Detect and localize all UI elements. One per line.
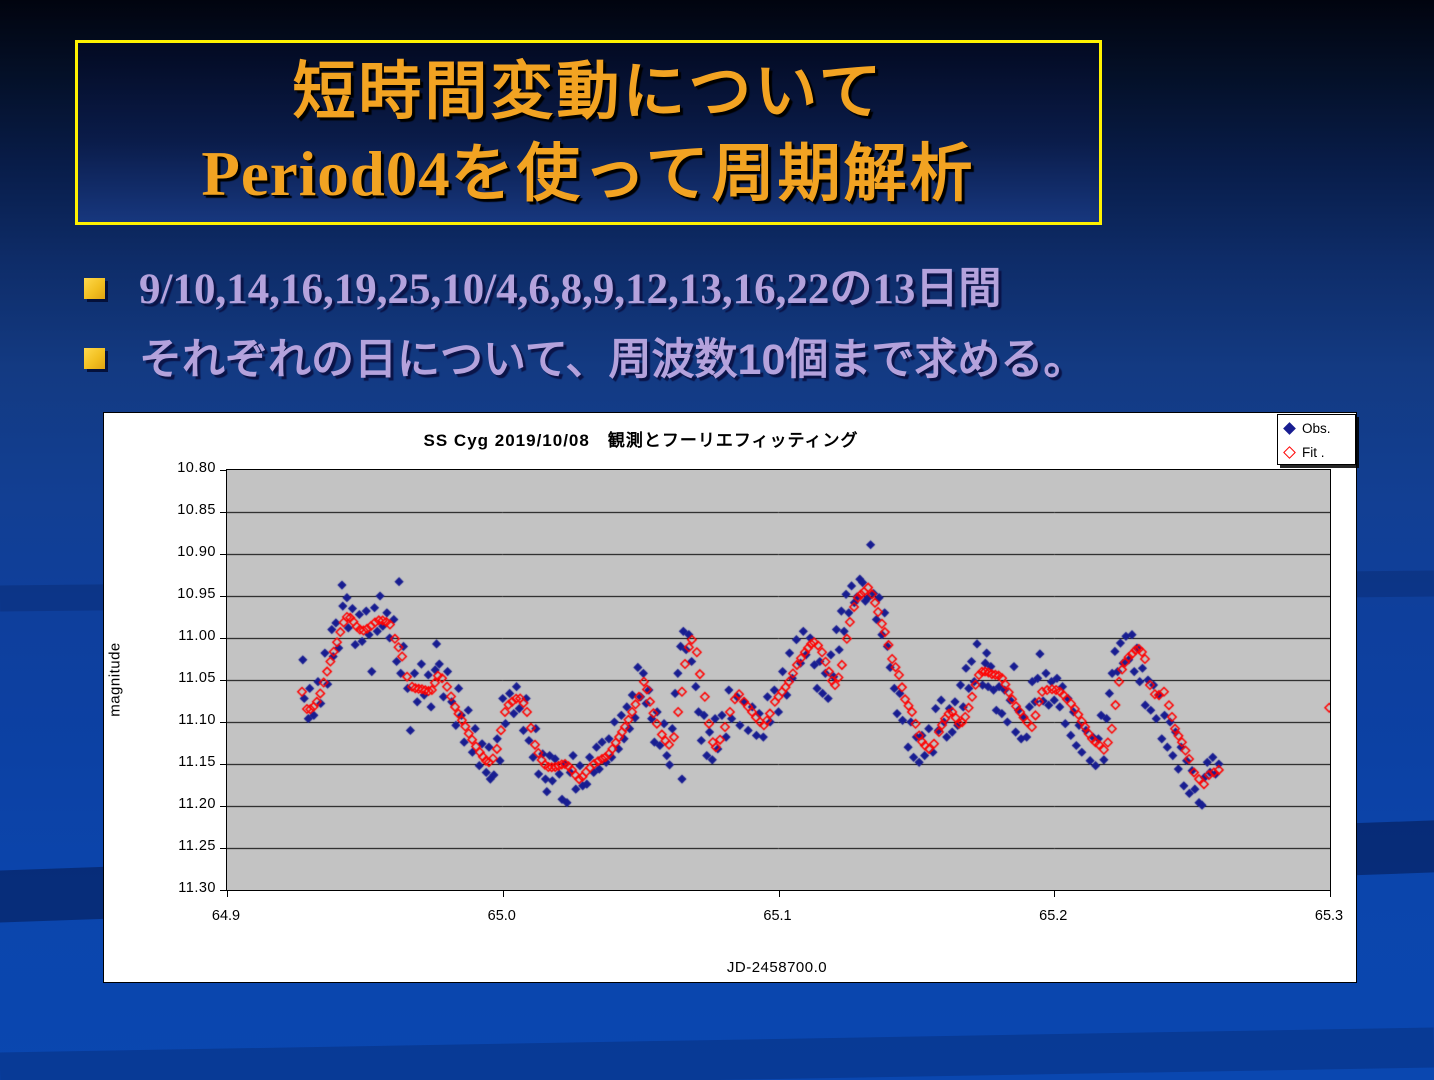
slide-title-line2: Period04を使って周期解析 <box>201 138 976 209</box>
x-tick-mark <box>1054 891 1056 897</box>
background-band <box>0 1027 1434 1080</box>
plot-area <box>220 469 1331 897</box>
x-tick-label: 65.0 <box>487 908 516 924</box>
slide-title-box: 短時間変動について Period04を使って周期解析 <box>75 40 1102 225</box>
y-tick-label: 11.10 <box>178 712 216 728</box>
y-tick-label: 11.15 <box>178 754 216 770</box>
y-tick-label: 10.90 <box>177 544 216 560</box>
y-tick-label: 11.30 <box>178 880 216 896</box>
x-tick-mark <box>502 891 504 897</box>
legend: Obs. Fit . <box>1277 414 1356 465</box>
filled-diamond-icon <box>1283 421 1296 435</box>
y-tick-label: 11.05 <box>178 670 216 686</box>
x-tick-label: 65.3 <box>1314 908 1344 924</box>
y-tick-mark <box>220 680 226 681</box>
light-curve-chart: SS Cyg 2019/10/08 観測とフーリエフィッティング magnitu… <box>103 412 1357 983</box>
bullet-text: それぞれの日について、周波数10個まで求める。 <box>139 336 1087 384</box>
y-tick-label: 11.00 <box>178 628 216 644</box>
open-diamond-icon <box>1283 445 1296 459</box>
x-tick-label: 65.1 <box>763 908 792 924</box>
chart-title: SS Cyg 2019/10/08 観測とフーリエフィッティング <box>423 431 859 450</box>
x-tick-mark <box>778 891 780 897</box>
bullet-text: 9/10,14,16,19,25,10/4,6,8,9,12,13,16,22の… <box>139 266 1002 313</box>
x-axis-title: JD-2458700.0 <box>726 959 828 976</box>
y-tick-mark <box>220 470 226 471</box>
y-tick-label: 11.20 <box>178 796 216 812</box>
scatter-canvas <box>227 470 1330 890</box>
bullet-square-icon <box>84 348 105 369</box>
y-tick-label: 10.80 <box>177 460 216 476</box>
y-tick-mark <box>220 890 226 891</box>
x-tick-label: 65.2 <box>1039 908 1068 924</box>
legend-entry-fit: Fit . <box>1278 441 1355 463</box>
y-tick-mark <box>220 722 226 723</box>
y-tick-mark <box>220 764 226 765</box>
slide-title-line1: 短時間変動について <box>292 56 885 127</box>
y-tick-label: 10.85 <box>177 502 216 518</box>
y-tick-mark <box>220 638 226 639</box>
y-tick-mark <box>220 848 226 849</box>
y-tick-mark <box>220 554 226 555</box>
y-tick-mark <box>220 512 226 513</box>
legend-entry-obs: Obs. <box>1278 417 1355 439</box>
y-tick-mark <box>220 806 226 807</box>
legend-label: Obs. <box>1302 420 1331 436</box>
x-tick-label: 64.9 <box>211 908 241 924</box>
legend-label: Fit . <box>1302 444 1325 460</box>
bullet-item-dates: 9/10,14,16,19,25,10/4,6,8,9,12,13,16,22の… <box>84 262 1001 318</box>
y-tick-mark <box>220 596 226 597</box>
bullet-item-frequencies: それぞれの日について、周波数10個まで求める。 <box>84 332 1086 388</box>
y-tick-label: 11.25 <box>178 838 216 854</box>
x-tick-mark <box>227 891 228 897</box>
x-tick-mark <box>1330 891 1331 897</box>
bullet-square-icon <box>84 278 105 299</box>
y-tick-label: 10.95 <box>177 586 216 602</box>
